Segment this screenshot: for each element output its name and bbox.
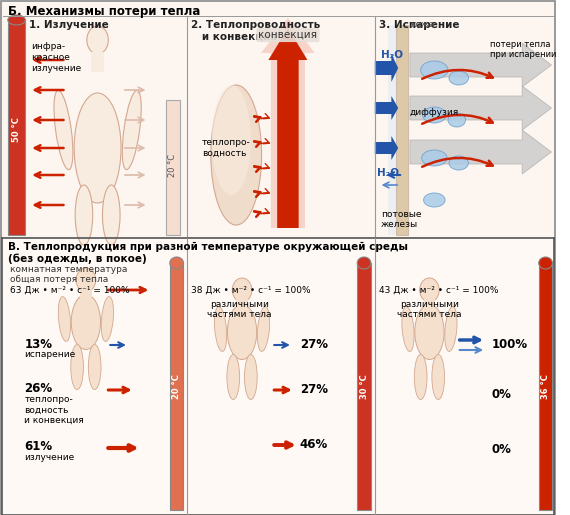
- Ellipse shape: [58, 297, 71, 341]
- Ellipse shape: [87, 26, 108, 54]
- Text: 13%: 13%: [25, 338, 52, 351]
- Ellipse shape: [71, 295, 100, 350]
- Ellipse shape: [233, 278, 252, 302]
- Text: диффузия: диффузия: [410, 108, 459, 117]
- Text: 1. Излучение: 1. Излучение: [29, 20, 109, 30]
- Text: теплопро-
водность
и конвекция: теплопро- водность и конвекция: [25, 395, 84, 425]
- Ellipse shape: [445, 306, 457, 351]
- Ellipse shape: [212, 85, 251, 195]
- Text: общая потеря тепла: общая потеря тепла: [10, 275, 108, 284]
- Ellipse shape: [415, 304, 444, 359]
- Bar: [166, 100, 180, 235]
- Ellipse shape: [245, 354, 257, 400]
- Text: различными
частями тела: различными частями тела: [207, 300, 271, 319]
- Bar: [396, 25, 408, 235]
- Ellipse shape: [414, 354, 427, 400]
- Text: 20 °С: 20 °С: [172, 374, 181, 399]
- Ellipse shape: [103, 185, 120, 245]
- Text: излучение: излучение: [25, 453, 75, 462]
- Bar: [8, 20, 26, 235]
- Text: 27%: 27%: [300, 383, 328, 396]
- Ellipse shape: [211, 85, 262, 225]
- Text: комнатная температура: комнатная температура: [10, 265, 127, 274]
- Text: 3. Испарение: 3. Испарение: [378, 20, 459, 30]
- Text: 63 Дж • м⁻² • с⁻¹ = 100%: 63 Дж • м⁻² • с⁻¹ = 100%: [10, 286, 129, 295]
- Text: испарение: испарение: [25, 350, 76, 359]
- Bar: [539, 263, 552, 510]
- Text: H₂O: H₂O: [381, 50, 402, 60]
- Text: конвекция: конвекция: [258, 30, 317, 40]
- Ellipse shape: [75, 185, 93, 245]
- Ellipse shape: [258, 306, 270, 351]
- Ellipse shape: [214, 306, 227, 351]
- Text: 0%: 0%: [492, 388, 512, 401]
- Polygon shape: [375, 96, 398, 120]
- Text: потери тепла
при испарении: потери тепла при испарении: [490, 40, 556, 59]
- Bar: [2, 238, 555, 515]
- Text: 30 °С: 30 °С: [360, 374, 369, 399]
- Ellipse shape: [422, 150, 447, 166]
- Ellipse shape: [227, 304, 256, 359]
- Ellipse shape: [227, 354, 239, 400]
- Text: 61%: 61%: [25, 440, 52, 453]
- Bar: [357, 263, 371, 510]
- Ellipse shape: [71, 345, 83, 389]
- FancyArrow shape: [268, 28, 307, 228]
- Text: 20 °С: 20 °С: [168, 153, 177, 177]
- FancyArrow shape: [261, 18, 315, 228]
- Polygon shape: [375, 136, 398, 160]
- Text: В. Теплопродукция при разной температуре окружающей среды: В. Теплопродукция при разной температуре…: [8, 242, 408, 252]
- Polygon shape: [410, 86, 551, 130]
- Polygon shape: [410, 43, 551, 87]
- Text: 50 °С: 50 °С: [12, 117, 21, 143]
- Ellipse shape: [420, 278, 439, 302]
- Text: 100%: 100%: [492, 338, 528, 351]
- Ellipse shape: [402, 306, 414, 351]
- Bar: [91, 52, 104, 72]
- Text: потовые
железы: потовые железы: [381, 210, 421, 229]
- Ellipse shape: [76, 268, 96, 292]
- Ellipse shape: [123, 90, 141, 169]
- Text: кожа: кожа: [410, 20, 434, 29]
- Text: инфра-
красное
излучение: инфра- красное излучение: [31, 42, 82, 73]
- Text: 27%: 27%: [300, 338, 328, 351]
- Text: теплопро-
водность: теплопро- водность: [202, 139, 251, 158]
- Polygon shape: [375, 54, 398, 82]
- Text: 36 °С: 36 °С: [541, 374, 550, 399]
- Ellipse shape: [54, 90, 73, 169]
- Text: H₂O: H₂O: [377, 168, 399, 178]
- Bar: [388, 25, 396, 235]
- Bar: [80, 281, 92, 297]
- Ellipse shape: [421, 61, 448, 79]
- Text: 38 Дж • м⁻² • с⁻¹ = 100%: 38 Дж • м⁻² • с⁻¹ = 100%: [192, 286, 311, 295]
- Text: 43 Дж • м⁻² • с⁻¹ = 100%: 43 Дж • м⁻² • с⁻¹ = 100%: [378, 286, 498, 295]
- Text: Б. Механизмы потери тепла: Б. Механизмы потери тепла: [8, 5, 200, 18]
- Bar: [170, 263, 184, 510]
- Text: различными
частями тела: различными частями тела: [397, 300, 462, 319]
- Ellipse shape: [539, 257, 552, 269]
- Bar: [2, 2, 555, 238]
- Text: (без одежды, в покое): (без одежды, в покое): [8, 253, 146, 264]
- Ellipse shape: [449, 156, 469, 170]
- Ellipse shape: [432, 354, 445, 400]
- Text: 46%: 46%: [300, 438, 328, 451]
- Text: 0%: 0%: [492, 443, 512, 456]
- Polygon shape: [410, 130, 551, 174]
- Ellipse shape: [101, 297, 113, 341]
- Ellipse shape: [449, 71, 469, 85]
- Ellipse shape: [74, 93, 121, 203]
- Bar: [236, 291, 248, 307]
- Ellipse shape: [424, 193, 445, 207]
- Ellipse shape: [88, 345, 101, 389]
- Ellipse shape: [8, 15, 26, 25]
- Ellipse shape: [422, 107, 446, 123]
- Bar: [424, 291, 435, 307]
- Text: 26%: 26%: [25, 382, 52, 395]
- Ellipse shape: [170, 257, 184, 269]
- Ellipse shape: [357, 257, 371, 269]
- Text: 2. Теплопроводность
   и конвекция: 2. Теплопроводность и конвекция: [192, 20, 320, 42]
- Ellipse shape: [448, 113, 466, 127]
